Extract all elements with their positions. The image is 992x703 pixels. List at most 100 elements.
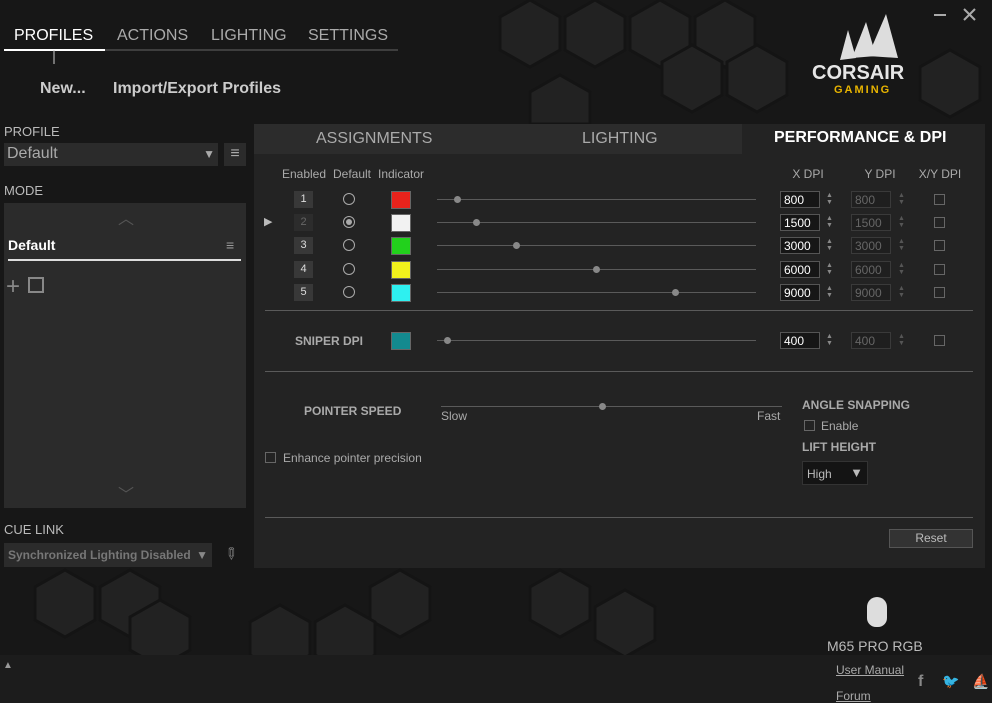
- default-radio[interactable]: [343, 216, 355, 229]
- x-dpi-input[interactable]: 400: [780, 332, 820, 349]
- user-manual-link[interactable]: User Manual: [836, 663, 905, 677]
- dpi-slider[interactable]: [437, 291, 756, 293]
- profile-select[interactable]: Default ▼: [4, 143, 218, 166]
- spinner[interactable]: ▲ ▼: [826, 215, 833, 230]
- x-dpi-input[interactable]: 6000: [780, 260, 820, 278]
- add-mode[interactable]: +: [6, 273, 21, 300]
- default-radio[interactable]: [343, 285, 355, 298]
- spinner[interactable]: ▲ ▼: [898, 192, 905, 206]
- dpi-thumb[interactable]: [592, 265, 600, 273]
- dpi-thumb[interactable]: [443, 337, 451, 344]
- nav-tab[interactable]: SETTINGS: [308, 27, 389, 44]
- precision-checkbox[interactable]: [265, 452, 276, 463]
- import-export[interactable]: Import/Export Profiles: [113, 80, 282, 97]
- default-radio[interactable]: [343, 239, 355, 252]
- mode-label: MODE: [4, 183, 43, 198]
- scroll-up[interactable]: ︿: [118, 211, 135, 228]
- menu-button[interactable]: ≡: [224, 143, 246, 166]
- scroll-down[interactable]: ﹀: [118, 487, 135, 504]
- separator: [265, 517, 973, 518]
- y-dpi-input[interactable]: 3000: [851, 237, 891, 255]
- angle-checkbox[interactable]: [804, 420, 815, 431]
- facebook-icon[interactable]: f: [918, 673, 924, 690]
- xy-checkbox[interactable]: [934, 217, 945, 229]
- panel-tab[interactable]: LIGHTING: [582, 130, 658, 147]
- corsair-icon[interactable]: ⛵: [972, 673, 990, 689]
- spinner[interactable]: ▲ ▼: [898, 238, 905, 253]
- column-header: Y DPI: [864, 167, 896, 181]
- xy-checkbox[interactable]: [934, 240, 945, 252]
- brand-name: CORSAIR: [812, 62, 905, 84]
- stage-button[interactable]: 4: [294, 260, 313, 278]
- default-radio[interactable]: [343, 262, 355, 275]
- nav-tab[interactable]: LIGHTING: [211, 27, 287, 44]
- stage-button[interactable]: 1: [294, 191, 313, 208]
- stage-button[interactable]: 2: [294, 214, 313, 232]
- indicator[interactable]: [391, 283, 411, 302]
- indicator[interactable]: [391, 237, 411, 256]
- dpi-thumb[interactable]: [472, 219, 480, 227]
- stage-button[interactable]: 3: [294, 237, 313, 255]
- precision-label: Enhance pointer precision: [283, 451, 422, 465]
- x-dpi-input[interactable]: 9000: [780, 283, 820, 301]
- pointer-speed-label: POINTER SPEED: [304, 404, 402, 418]
- angle-option: Enable: [821, 419, 859, 433]
- xy-checkbox[interactable]: [934, 335, 945, 346]
- spinner[interactable]: ▲ ▼: [826, 284, 833, 299]
- spinner[interactable]: ▲ ▼: [826, 192, 833, 206]
- panel-tab[interactable]: PERFORMANCE & DPI: [774, 129, 947, 146]
- device-name: M65 PRO RGB: [827, 638, 923, 654]
- spinner[interactable]: ▲ ▼: [898, 333, 905, 347]
- forum-link[interactable]: Forum: [836, 689, 871, 703]
- spinner[interactable]: ▲ ▼: [898, 215, 905, 230]
- nav-tab[interactable]: PROFILES: [14, 27, 94, 44]
- y-dpi-input[interactable]: 1500: [851, 214, 891, 232]
- lift-height-select[interactable]: High ▼: [802, 461, 868, 485]
- lift-height-label: LIFT HEIGHT: [802, 440, 876, 454]
- dpi-slider[interactable]: [437, 340, 756, 341]
- indicator[interactable]: [391, 260, 411, 279]
- dropdown-arrow: ▼: [203, 147, 215, 161]
- spinner[interactable]: ▲ ▼: [898, 284, 905, 299]
- reset-button[interactable]: Reset: [889, 529, 973, 548]
- y-dpi-input[interactable]: 9000: [851, 283, 891, 301]
- new-profile[interactable]: New...: [40, 80, 86, 97]
- y-dpi-input[interactable]: 400: [851, 332, 891, 349]
- spinner[interactable]: ▲ ▼: [898, 261, 905, 276]
- stage-button[interactable]: 5: [294, 283, 313, 301]
- pointer-slider[interactable]: [441, 406, 782, 407]
- cue-link-select[interactable]: Synchronized Lighting Disabled ▼: [4, 543, 212, 567]
- spinner[interactable]: ▲ ▼: [826, 238, 833, 253]
- mode-menu[interactable]: ≡: [226, 237, 235, 253]
- xy-checkbox[interactable]: [934, 263, 945, 275]
- x-dpi-input[interactable]: 800: [780, 191, 820, 208]
- import-mode[interactable]: [28, 277, 44, 293]
- nav-tab[interactable]: ACTIONS: [117, 27, 189, 44]
- dpi-thumb[interactable]: [672, 288, 680, 296]
- xy-checkbox[interactable]: [934, 286, 945, 298]
- indicator[interactable]: [391, 191, 411, 209]
- dpi-slider[interactable]: [437, 245, 756, 247]
- column-header: Enabled: [281, 167, 327, 181]
- y-dpi-input[interactable]: 800: [851, 191, 891, 208]
- twitter-icon[interactable]: 🐦: [942, 673, 960, 689]
- y-dpi-input[interactable]: 6000: [851, 260, 891, 278]
- indicator[interactable]: [391, 214, 411, 233]
- indicator[interactable]: [391, 332, 411, 350]
- mode-item[interactable]: Default: [8, 237, 56, 253]
- spinner[interactable]: ▲ ▼: [826, 261, 833, 276]
- dpi-thumb[interactable]: [512, 242, 520, 250]
- dpi-slider[interactable]: [437, 222, 756, 224]
- separator: [265, 371, 973, 372]
- dpi-slider[interactable]: [437, 199, 756, 200]
- dpi-thumb[interactable]: [454, 196, 462, 203]
- xy-checkbox[interactable]: [934, 194, 945, 205]
- expand-arrow[interactable]: ▲: [3, 660, 13, 671]
- default-radio[interactable]: [343, 193, 355, 205]
- pointer-thumb[interactable]: [599, 403, 606, 410]
- x-dpi-input[interactable]: 3000: [780, 237, 820, 255]
- separator: [265, 310, 973, 311]
- x-dpi-input[interactable]: 1500: [780, 214, 820, 232]
- panel-tab[interactable]: ASSIGNMENTS: [316, 130, 433, 147]
- spinner[interactable]: ▲ ▼: [826, 333, 833, 347]
